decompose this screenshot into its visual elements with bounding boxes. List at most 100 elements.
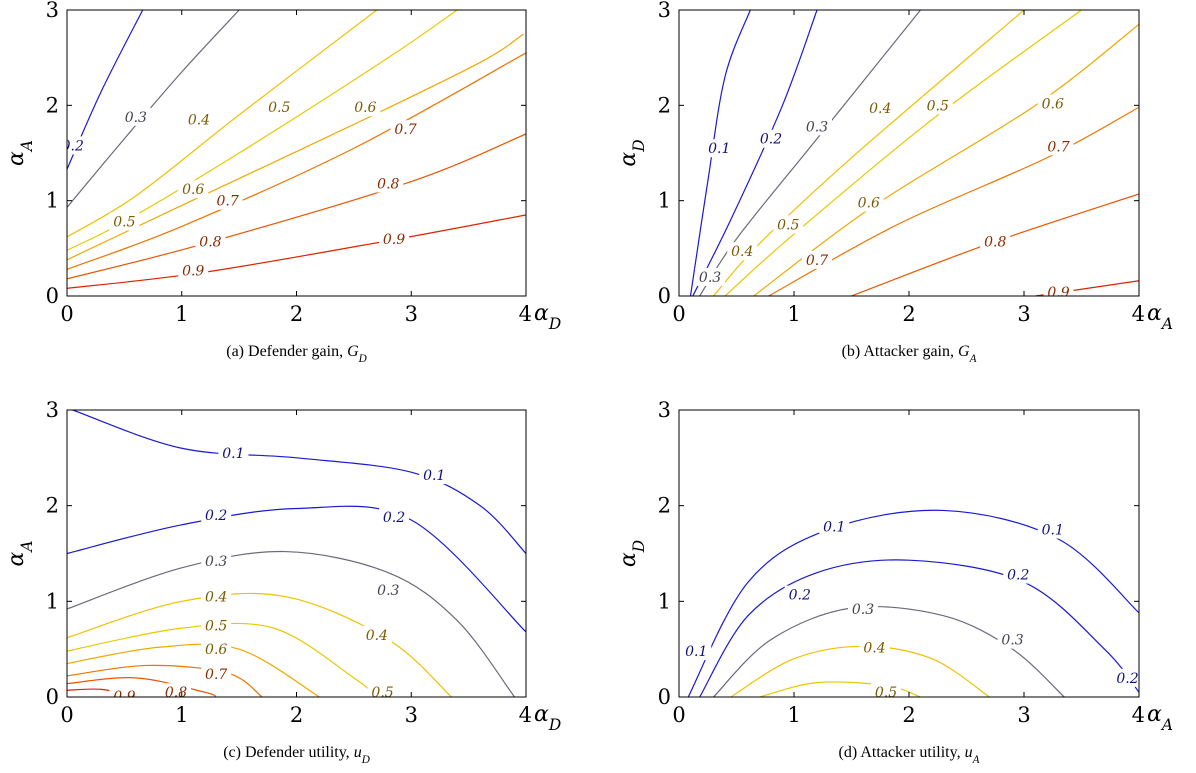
y-tick-label: 3 xyxy=(658,0,671,22)
contour-label-bg xyxy=(201,616,232,635)
contour-label-0.8: 0.8 xyxy=(984,235,1006,251)
contour-label-bg xyxy=(120,107,151,126)
contour-label-0.4: 0.4 xyxy=(863,640,885,656)
contour-label-0.8: 0.8 xyxy=(199,235,221,251)
y-tick-label: 1 xyxy=(46,189,59,213)
contour-label-0.1: 0.1 xyxy=(685,644,707,660)
y-axis-label: αA xyxy=(4,541,36,567)
x-tick-label: 1 xyxy=(175,302,188,326)
contour-label-bg xyxy=(373,580,404,599)
plot-area: 0.1 0.1 0.1 0.2 0.2 0.2 0.3 0.3 0.4 0.5 xyxy=(681,509,1139,697)
y-tick-label: 1 xyxy=(658,589,671,613)
contour-label-0.3: 0.3 xyxy=(125,110,147,126)
contour-label-0.3: 0.3 xyxy=(1001,633,1023,649)
contour-line-0.5 xyxy=(67,622,378,697)
contour-label-bg xyxy=(379,229,410,248)
contour-label-bg xyxy=(681,642,712,661)
x-axis-label: αA xyxy=(1147,301,1173,333)
contour-panel-4: 0.1 0.1 0.1 0.2 0.2 0.2 0.3 0.3 0.4 0.5 0 1 2 3 4 0 1 2 3 α… xyxy=(616,398,1173,766)
contour-label-bg xyxy=(183,110,214,129)
y-tick-label: 0 xyxy=(658,685,671,709)
contour-label-bg xyxy=(109,212,140,231)
plot-frame xyxy=(678,409,1140,698)
contour-label-0.2: 0.2 xyxy=(205,508,227,524)
y-tick-label: 3 xyxy=(46,0,59,22)
contour-line-0.3 xyxy=(699,10,921,296)
contour-panel-3: 0.1 0.1 0.2 0.2 0.3 0.3 0.4 0.4 0.5 0.5 0.6 0.7 0.8 0… xyxy=(4,398,561,766)
contour-label-0.3: 0.3 xyxy=(205,554,227,570)
contour-label-0.7: 0.7 xyxy=(394,122,416,138)
contour-label-bg xyxy=(727,242,758,261)
contour-label-0.2: 0.2 xyxy=(62,138,84,154)
contour-label-bg xyxy=(1112,668,1139,687)
contour-label-0.4: 0.4 xyxy=(869,101,891,117)
contour-label-0.7: 0.7 xyxy=(217,194,239,210)
contour-line-0.9 xyxy=(67,214,526,289)
x-tick-label: 3 xyxy=(1017,302,1030,326)
contour-line-0.7 xyxy=(67,664,263,697)
contour-label-bg xyxy=(1043,283,1074,296)
contour-label-0.9: 0.9 xyxy=(383,232,405,248)
contour-label-bg xyxy=(859,638,890,657)
contour-line-0.8 xyxy=(67,133,526,280)
contour-label-0.2: 0.2 xyxy=(383,510,405,526)
contour-label-0.5: 0.5 xyxy=(205,618,227,634)
contour-label-0.1: 0.1 xyxy=(823,520,845,536)
x-tick-label: 4 xyxy=(1132,302,1145,326)
contour-line-0.1 xyxy=(687,509,1139,697)
x-tick-label: 4 xyxy=(519,302,532,326)
contour-label-bg xyxy=(161,683,192,697)
x-tick-label: 2 xyxy=(290,703,303,727)
plot-area: 0.1 0.1 0.2 0.2 0.3 0.3 0.4 0.4 0.5 0.5 0.6 0.7 0.8 0… xyxy=(67,410,526,697)
contour-line-0.2 xyxy=(67,505,526,633)
x-tick-label: 0 xyxy=(672,703,685,727)
contour-panel-2: 0.1 0.2 0.3 0.3 0.4 0.4 0.5 0.5 0.6 0.6 0.7 0.7 0.8 0… xyxy=(616,0,1173,365)
x-axis-label: αD xyxy=(534,301,561,333)
contour-label-bg xyxy=(212,191,243,210)
contour-label-bg xyxy=(695,267,726,286)
contour-line-0.7 xyxy=(67,52,526,270)
plot-frame xyxy=(66,9,527,297)
contour-label-0.4: 0.4 xyxy=(188,113,210,129)
contour-label-0.9: 0.9 xyxy=(182,263,204,279)
contour-line-0.2 xyxy=(699,559,1139,697)
contour-line-0.4 xyxy=(67,10,378,238)
x-tick-label: 2 xyxy=(902,302,915,326)
contour-label-bg xyxy=(373,174,404,193)
contour-label-bg xyxy=(997,630,1028,649)
y-axis-label: αD xyxy=(616,139,648,166)
x-tick-label: 4 xyxy=(519,703,532,727)
contour-label-bg xyxy=(980,232,1011,251)
contour-label-bg xyxy=(367,683,398,697)
contour-label-0.2: 0.2 xyxy=(1116,671,1138,687)
x-tick-label: 1 xyxy=(787,703,800,727)
contour-label-0.1: 0.1 xyxy=(222,446,244,462)
x-tick-label: 0 xyxy=(60,302,73,326)
contour-line-0.1 xyxy=(689,10,751,296)
contour-label-bg xyxy=(784,585,815,604)
panel-caption: (c) Defender utility, uD xyxy=(223,744,370,766)
contour-line-0.4 xyxy=(713,10,1025,296)
x-axis-label: αA xyxy=(1147,702,1173,734)
contour-label-bg xyxy=(853,193,884,212)
x-tick-label: 0 xyxy=(672,302,685,326)
contour-label-bg xyxy=(1003,565,1034,584)
x-tick-label: 4 xyxy=(1132,703,1145,727)
x-tick-label: 0 xyxy=(60,703,73,727)
contour-label-bg xyxy=(195,232,226,251)
x-tick-label: 1 xyxy=(175,703,188,727)
panel-caption: (a) Defender gain, GD xyxy=(226,343,366,365)
x-tick-label: 1 xyxy=(787,302,800,326)
contour-label-bg xyxy=(1037,520,1068,539)
contour-label-bg xyxy=(390,120,421,139)
contour-line-0.3 xyxy=(713,606,1065,697)
x-axis-label: αD xyxy=(534,702,561,734)
contour-label-0.8: 0.8 xyxy=(377,177,399,193)
y-tick-label: 2 xyxy=(658,93,671,117)
contour-line-0.9 xyxy=(1035,280,1139,296)
contour-label-0.6: 0.6 xyxy=(1042,96,1064,112)
y-tick-label: 2 xyxy=(46,93,59,117)
contour-label-bg xyxy=(848,599,878,618)
x-tick-label: 3 xyxy=(1017,703,1030,727)
contour-line-0.1 xyxy=(72,410,526,554)
